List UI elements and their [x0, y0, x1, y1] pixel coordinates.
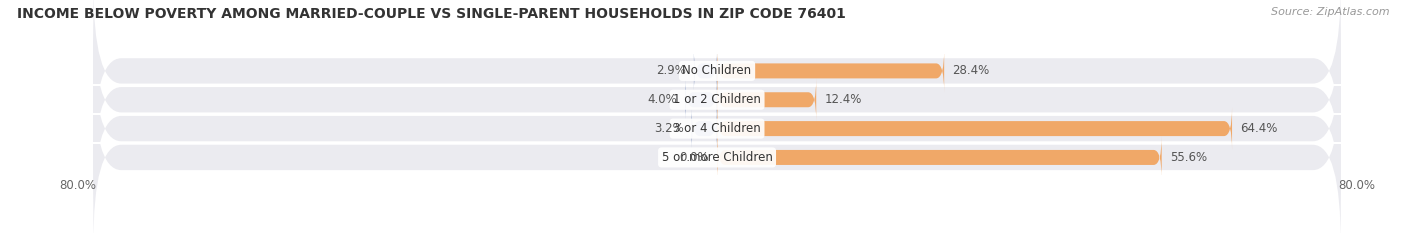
Text: Source: ZipAtlas.com: Source: ZipAtlas.com [1271, 7, 1389, 17]
Text: No Children: No Children [682, 64, 752, 77]
Text: 2.9%: 2.9% [657, 64, 686, 77]
Text: 12.4%: 12.4% [824, 93, 862, 106]
Text: 0.0%: 0.0% [679, 151, 709, 164]
FancyBboxPatch shape [695, 50, 717, 92]
Text: 64.4%: 64.4% [1240, 122, 1278, 135]
Text: 4.0%: 4.0% [647, 93, 678, 106]
Text: 28.4%: 28.4% [952, 64, 990, 77]
FancyBboxPatch shape [93, 69, 1341, 233]
Text: 5 or more Children: 5 or more Children [662, 151, 772, 164]
FancyBboxPatch shape [692, 107, 717, 150]
FancyBboxPatch shape [93, 40, 1341, 217]
FancyBboxPatch shape [93, 0, 1341, 159]
Text: 3.2%: 3.2% [654, 122, 683, 135]
FancyBboxPatch shape [717, 136, 1161, 179]
Text: INCOME BELOW POVERTY AMONG MARRIED-COUPLE VS SINGLE-PARENT HOUSEHOLDS IN ZIP COD: INCOME BELOW POVERTY AMONG MARRIED-COUPL… [17, 7, 846, 21]
FancyBboxPatch shape [685, 78, 717, 121]
Text: 1 or 2 Children: 1 or 2 Children [673, 93, 761, 106]
FancyBboxPatch shape [717, 50, 945, 92]
Text: 3 or 4 Children: 3 or 4 Children [673, 122, 761, 135]
FancyBboxPatch shape [93, 11, 1341, 188]
FancyBboxPatch shape [717, 78, 817, 121]
FancyBboxPatch shape [717, 107, 1232, 150]
Text: 55.6%: 55.6% [1170, 151, 1206, 164]
